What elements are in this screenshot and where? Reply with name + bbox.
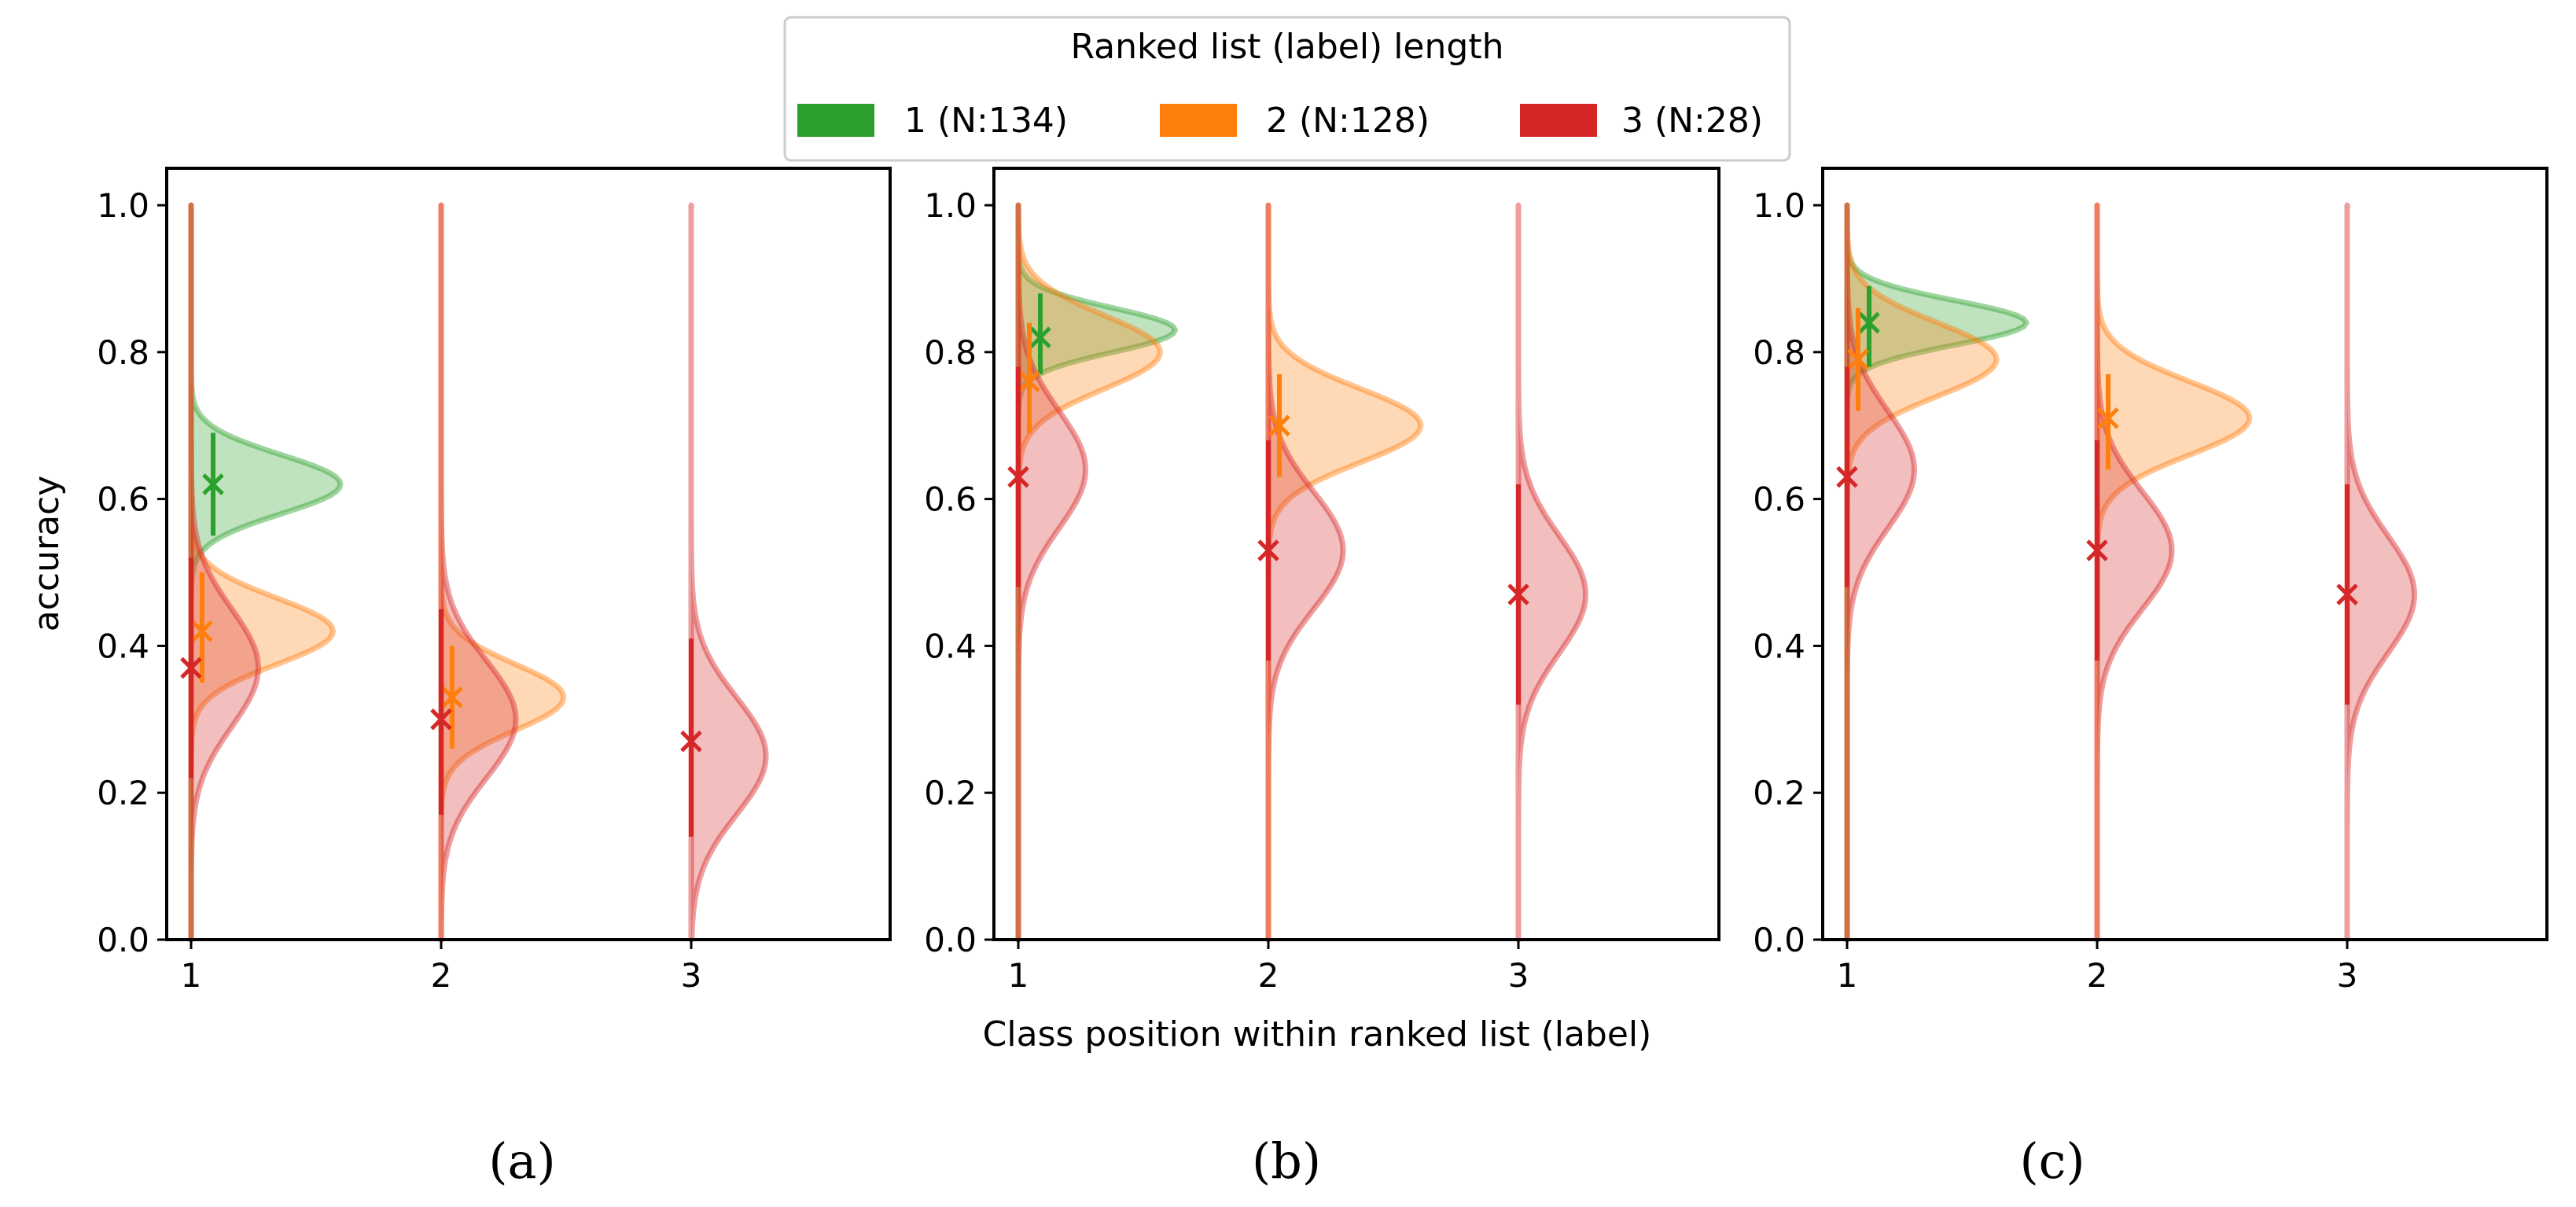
- xtick-label-b-0: 1: [1008, 956, 1029, 995]
- panel-b-axes: 0.0 0.2 0.4 0.6 0.8 1.0 1 2 3: [924, 186, 1529, 995]
- panel-c-plot: [1836, 202, 2417, 943]
- ytick-label-a-0: 0.0: [97, 921, 149, 959]
- xtick-label-a-1: 2: [431, 956, 452, 995]
- ytick-label-b-0: 0.0: [924, 921, 977, 959]
- panel-b: 0.0 0.2 0.4 0.6 0.8 1.0 1 2 3 Class position wit…: [924, 167, 1720, 1190]
- mean-marker-b-s2-pos1: [1018, 370, 1040, 392]
- panel-b-frame: [992, 167, 1720, 941]
- mean-marker-a-s2-pos2: [441, 686, 463, 708]
- mean-marker-a-s3-pos2: [430, 708, 452, 730]
- ytick-label-b-5: 1.0: [924, 186, 977, 225]
- ytick-label-b-1: 0.2: [924, 774, 977, 812]
- ytick-label-b-3: 0.6: [924, 480, 977, 519]
- ytick-label-c-4: 0.8: [1753, 333, 1805, 372]
- panel-c-axes: 0.0 0.2 0.4 0.6 0.8 1.0 1 2 3: [1753, 186, 2357, 995]
- panel-b-plot: [1007, 202, 1588, 943]
- ytick-label-c-1: 0.2: [1753, 774, 1805, 812]
- xtick-label-a-0: 1: [181, 956, 202, 995]
- mean-marker-a-s1-pos1: [202, 473, 224, 495]
- violin-a-s2-pos1: [188, 202, 336, 943]
- xtick-label-b-2: 3: [1508, 956, 1529, 995]
- mean-marker-b-s2-pos2: [1268, 414, 1290, 436]
- legend-swatch-3: [1520, 104, 1597, 137]
- violin-b-s3-pos3: [1515, 202, 1588, 943]
- ytick-label-a-4: 0.8: [97, 333, 149, 372]
- violin-a-s3-pos2: [438, 202, 519, 943]
- xtick-label-c-1: 2: [2087, 956, 2108, 995]
- legend: Ranked list (label) length 1 (N:134) 2 (…: [783, 16, 1791, 162]
- ytick-label-c-0: 0.0: [1753, 921, 1805, 959]
- mean-marker-c-s2-pos2: [2097, 407, 2119, 429]
- violin-a-s3-pos1: [188, 202, 261, 943]
- ytick-label-c-2: 0.4: [1753, 627, 1805, 665]
- mean-marker-c-s3-pos3: [2336, 583, 2358, 605]
- ytick-label-a-1: 0.2: [97, 774, 149, 812]
- mean-marker-b-s1-pos1: [1029, 326, 1051, 348]
- panel-a-axes: 0.0 0.2 0.4 0.6 0.8 1.0 1 2 3: [97, 186, 701, 995]
- violin-a-s2-pos2: [438, 202, 567, 943]
- panel-a-ylabel: accuracy: [27, 476, 67, 632]
- panel-c-frame: [1821, 167, 2548, 941]
- ytick-label-b-4: 0.8: [924, 333, 977, 372]
- panel-a-caption: (a): [488, 1132, 555, 1190]
- ytick-label-a-5: 1.0: [97, 186, 149, 225]
- legend-label-2: 2 (N:128): [1266, 101, 1430, 141]
- panel-a-frame: [165, 167, 892, 941]
- legend-swatch-2: [1160, 104, 1237, 137]
- violin-c-s3-pos3: [2344, 202, 2417, 943]
- mean-marker-a-s2-pos1: [191, 620, 213, 642]
- panel-c-caption: (c): [2019, 1132, 2085, 1190]
- mean-marker-c-s1-pos1: [1858, 311, 1880, 334]
- mean-marker-b-s3-pos2: [1257, 539, 1279, 561]
- mean-marker-c-s2-pos1: [1847, 348, 1869, 370]
- legend-swatch-1: [797, 104, 874, 137]
- mean-marker-b-s3-pos1: [1007, 466, 1029, 488]
- ytick-label-c-5: 1.0: [1753, 186, 1805, 225]
- legend-label-3: 3 (N:28): [1621, 101, 1763, 141]
- mean-marker-b-s3-pos3: [1507, 583, 1529, 605]
- panel-a: 0.0 0.2 0.4 0.6 0.8 1.0 1 2 3 accuracy (a): [27, 167, 892, 1190]
- mean-marker-a-s3-pos3: [680, 730, 702, 753]
- violin-c-s3-pos2: [2094, 202, 2175, 943]
- ytick-label-a-2: 0.4: [97, 627, 149, 665]
- violin-c-s3-pos1: [1844, 202, 1917, 943]
- legend-label-1: 1 (N:134): [904, 101, 1068, 141]
- ytick-label-a-3: 0.6: [97, 480, 149, 519]
- panel-b-caption: (b): [1252, 1132, 1321, 1190]
- violin-b-s3-pos2: [1265, 202, 1346, 943]
- panel-c: 0.0 0.2 0.4 0.6 0.8 1.0 1 2 3 (c): [1753, 167, 2548, 1190]
- xtick-label-c-2: 3: [2337, 956, 2358, 995]
- xtick-label-a-2: 3: [681, 956, 702, 995]
- ytick-label-c-3: 0.6: [1753, 480, 1805, 519]
- mean-marker-c-s3-pos1: [1836, 466, 1858, 488]
- mean-marker-c-s3-pos2: [2086, 539, 2108, 561]
- ytick-label-b-2: 0.4: [924, 627, 977, 665]
- mean-marker-a-s3-pos1: [180, 657, 202, 679]
- panel-a-plot: [180, 202, 769, 943]
- xtick-label-c-0: 1: [1837, 956, 1858, 995]
- legend-title: Ranked list (label) length: [1071, 27, 1504, 67]
- shared-xlabel: Class position within ranked list (label…: [983, 1014, 1652, 1054]
- violin-a-s3-pos3: [688, 202, 769, 943]
- xtick-label-b-1: 2: [1258, 956, 1279, 995]
